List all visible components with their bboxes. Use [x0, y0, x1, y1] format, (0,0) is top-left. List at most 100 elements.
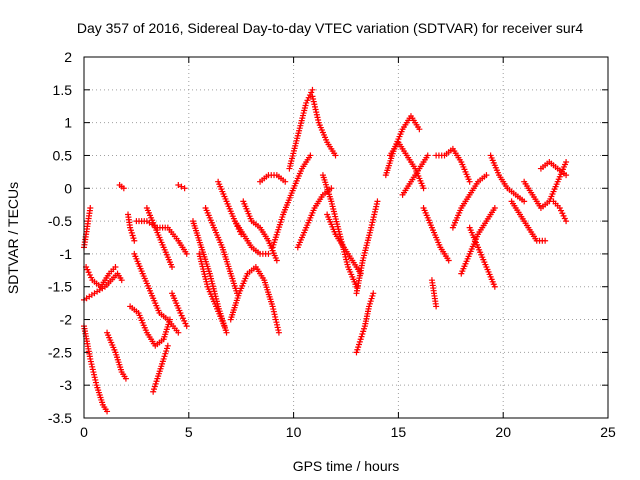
chart-title: Day 357 of 2016, Sidereal Day-to-day VTE…	[77, 20, 583, 36]
data-point	[542, 237, 549, 244]
data-point	[91, 371, 98, 378]
y-axis-label: SDTVAR / TECUs	[5, 182, 21, 294]
series-arc-37	[449, 172, 490, 231]
data-point	[169, 264, 176, 271]
y-tick-label: 2	[64, 49, 72, 65]
data-point	[84, 266, 91, 273]
data-point	[127, 227, 134, 234]
data-point	[282, 178, 289, 185]
series-arc-19	[227, 264, 282, 336]
data-point	[560, 212, 567, 219]
data-point	[87, 204, 94, 211]
data-point	[374, 198, 381, 205]
data-point	[356, 338, 363, 345]
x-tick-label: 20	[495, 424, 511, 440]
data-point	[112, 264, 119, 271]
data-point	[152, 380, 159, 387]
data-point	[129, 232, 136, 239]
data-point	[274, 321, 281, 328]
data-point	[366, 300, 373, 307]
series-arc-32	[387, 139, 427, 192]
data-point	[483, 172, 490, 179]
series-arc-04	[83, 264, 119, 290]
data-point	[312, 106, 319, 113]
data-point	[275, 329, 282, 336]
series-arc-43	[537, 159, 570, 179]
data-point	[162, 350, 169, 357]
data-point	[181, 317, 188, 324]
data-point	[361, 325, 368, 332]
data-point	[179, 315, 186, 322]
data-point	[371, 211, 378, 218]
data-point	[313, 111, 320, 118]
data-point	[163, 348, 170, 355]
series-arc-22	[257, 172, 289, 185]
series-arc-38	[458, 204, 498, 277]
x-tick-label: 5	[185, 424, 193, 440]
data-point	[104, 408, 111, 415]
data-point	[561, 215, 568, 222]
y-tick-label: -2	[60, 312, 73, 328]
series-arc-27	[319, 172, 360, 290]
data-point	[309, 86, 316, 93]
data-point	[466, 178, 473, 185]
data-point	[355, 341, 362, 348]
data-point	[370, 216, 377, 223]
x-tick-label: 15	[391, 424, 407, 440]
series-arc-30	[353, 290, 377, 356]
data-point	[521, 198, 528, 205]
data-point	[424, 152, 431, 159]
data-point	[559, 210, 566, 217]
data-point	[270, 306, 277, 313]
data-point	[273, 257, 280, 264]
y-tick-label: -2.5	[48, 344, 72, 360]
data-point	[558, 207, 565, 214]
y-tick-label: 1.5	[53, 82, 73, 98]
data-point	[368, 224, 375, 231]
series-arc-39	[466, 224, 498, 290]
x-tick-label: 0	[80, 424, 88, 440]
data-point	[181, 185, 188, 192]
data-point	[85, 269, 92, 276]
data-point	[373, 201, 380, 208]
data-point	[416, 126, 423, 133]
data-point	[332, 152, 339, 159]
data-point	[370, 290, 377, 297]
data-point	[183, 250, 190, 257]
series-arc-24	[286, 86, 316, 172]
data-point	[308, 89, 315, 96]
series-arc-35	[428, 277, 440, 310]
data-point	[223, 329, 230, 336]
y-tick-label: -3	[60, 377, 73, 393]
series-arc-06	[116, 181, 127, 192]
data-point	[177, 309, 184, 316]
data-point	[366, 303, 373, 310]
data-point	[311, 101, 318, 108]
data-point	[128, 229, 135, 236]
y-tick-label: 0.5	[53, 147, 73, 163]
series-arc-13	[169, 290, 190, 330]
series-arc-41	[508, 198, 549, 244]
x-tick-label: 10	[286, 424, 302, 440]
data-point	[86, 271, 93, 278]
data-point	[153, 378, 160, 385]
y-tick-label: -3.5	[48, 410, 72, 426]
data-point	[445, 257, 452, 264]
series-arc-29	[353, 198, 381, 297]
series-arc-33	[399, 152, 431, 198]
data-point	[313, 109, 320, 116]
data-point	[178, 183, 185, 190]
data-point	[314, 114, 321, 121]
y-tick-label: 0	[64, 180, 72, 196]
series-arc-12	[143, 204, 176, 271]
data-point	[353, 349, 360, 356]
data-point	[309, 93, 316, 100]
data-point	[118, 277, 125, 284]
data-point	[556, 204, 563, 211]
data-point	[131, 237, 138, 244]
data-point	[369, 292, 376, 299]
data-point	[315, 117, 322, 124]
data-point	[420, 185, 427, 192]
series-arc-16	[196, 250, 228, 330]
